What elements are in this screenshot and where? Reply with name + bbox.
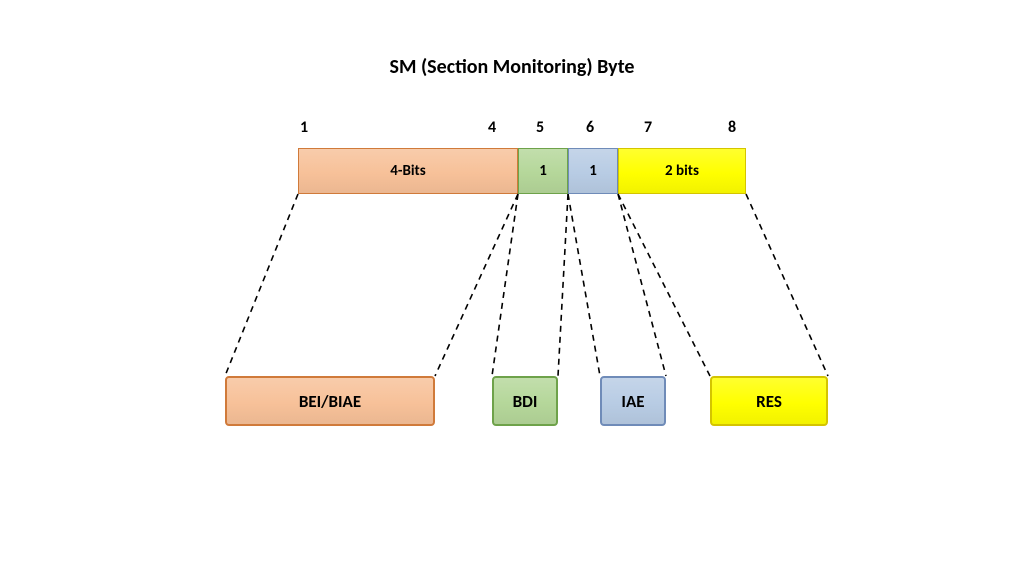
field-label-iae: IAE (600, 376, 666, 426)
bit-number: 4 (482, 118, 502, 137)
bit-number: 1 (294, 118, 314, 137)
bit-number: 7 (638, 118, 658, 137)
bit-number: 5 (530, 118, 550, 137)
byte-segment-seg_iae: 1 (568, 148, 618, 194)
bit-number: 8 (722, 118, 742, 137)
connector-lines (0, 0, 1024, 576)
field-label-bdi: BDI (492, 376, 558, 426)
byte-segment-seg_res: 2 bits (618, 148, 746, 194)
byte-segment-seg_bdi: 1 (518, 148, 568, 194)
byte-segment-seg_4bits: 4-Bits (298, 148, 518, 194)
field-label-bei: BEI/BIAE (225, 376, 435, 426)
field-label-res: RES (710, 376, 828, 426)
bit-number: 6 (580, 118, 600, 137)
diagram-title: SM (Section Monitoring) Byte (0, 55, 1024, 79)
